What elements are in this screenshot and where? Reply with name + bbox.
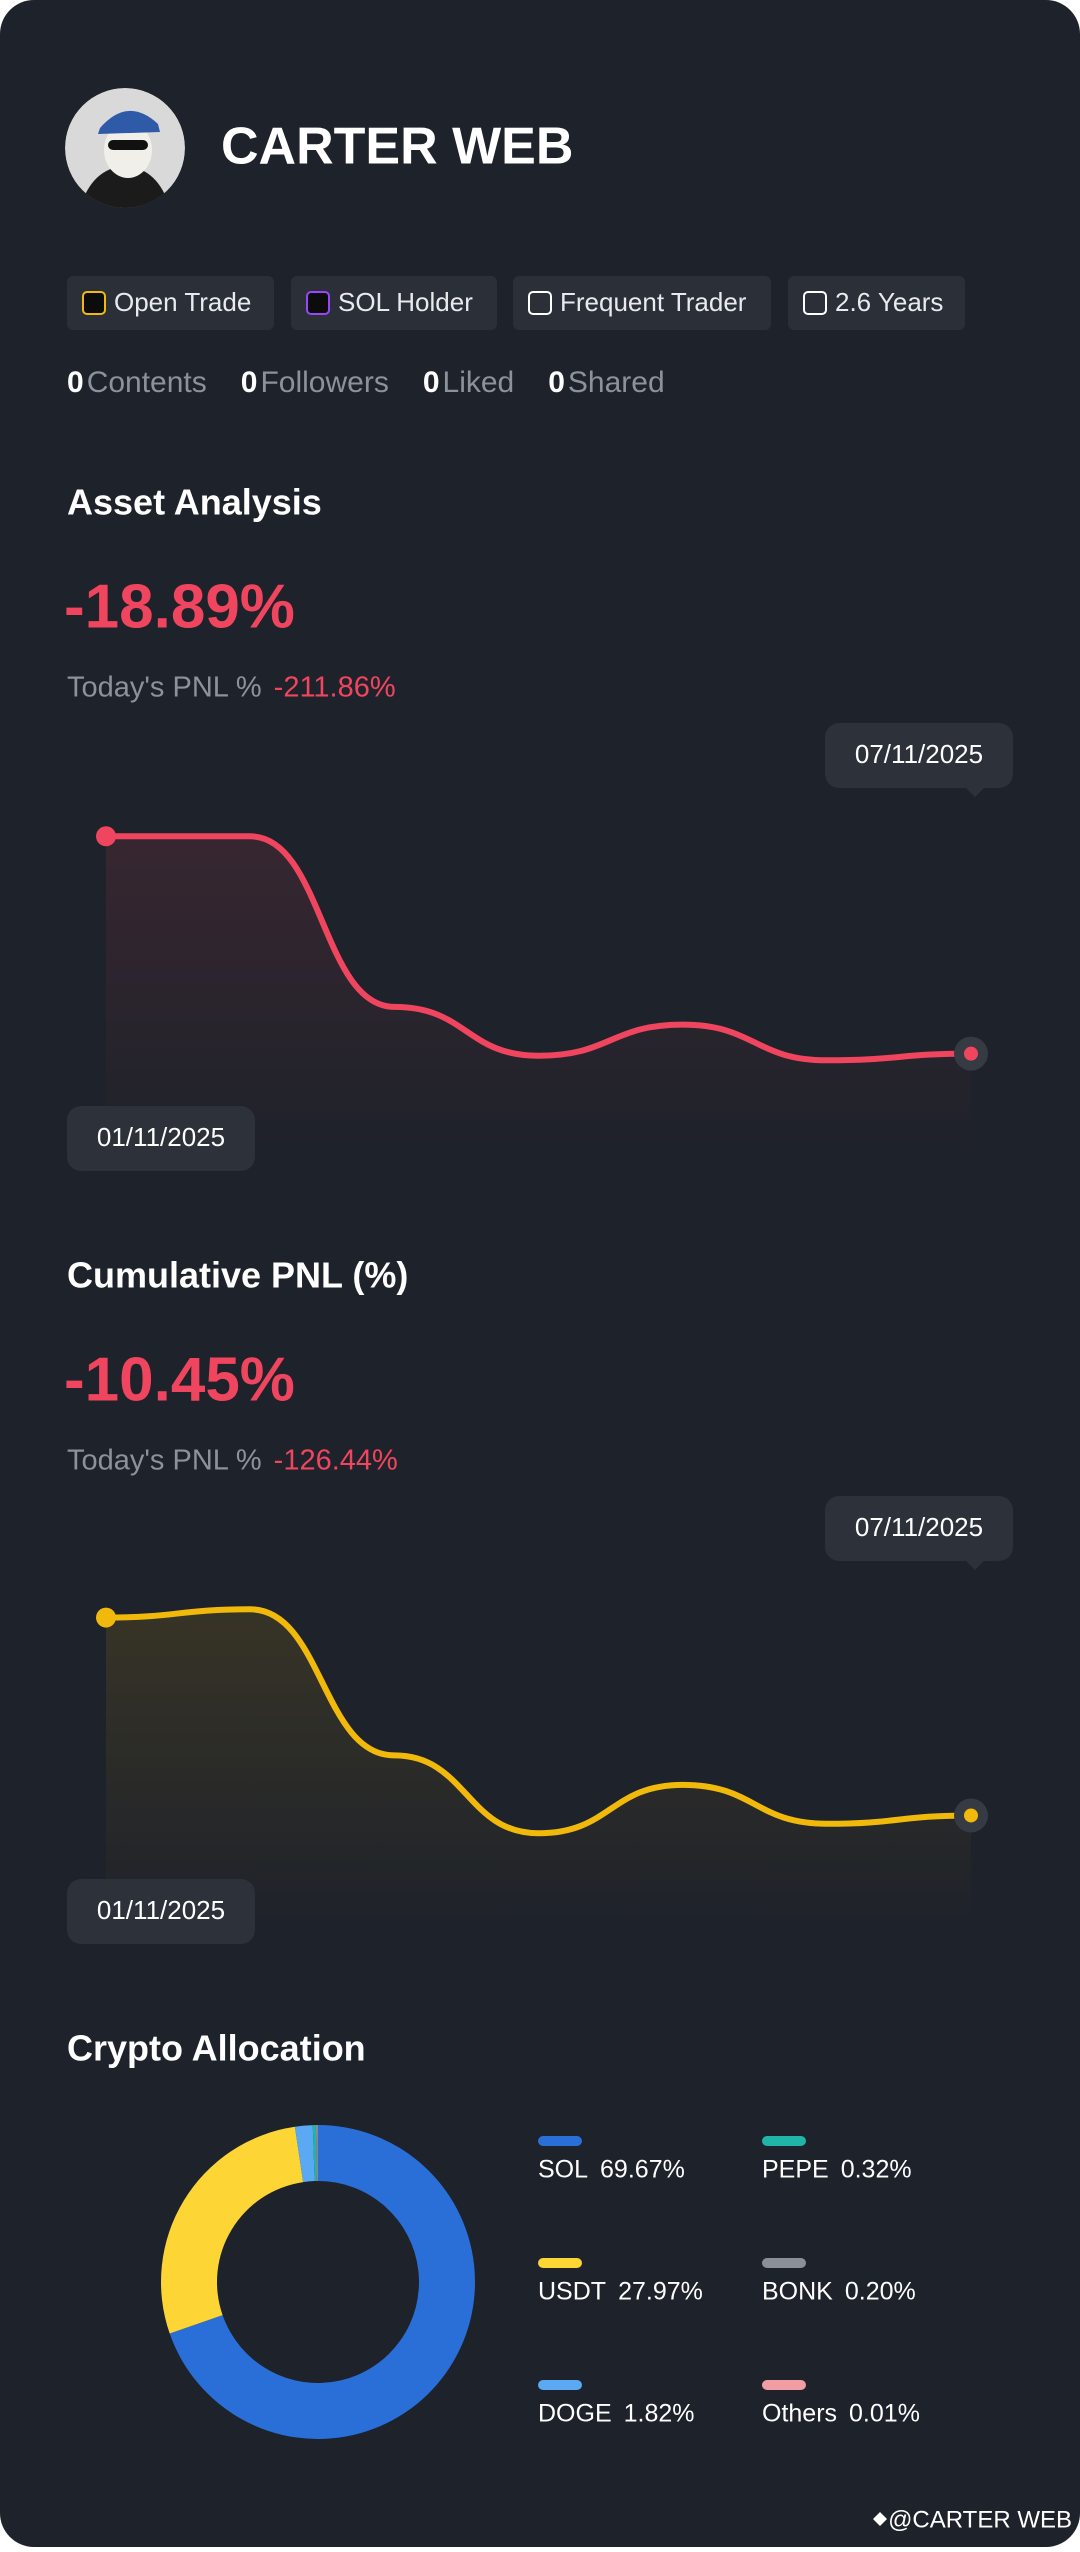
legend-value: 0.32% (841, 2156, 912, 2184)
pnl-label: Today's PNL % (67, 672, 262, 704)
badge-row: Open Trade SOL Holder Frequent Trader 2.6 Y… (67, 276, 965, 330)
date-label: 01/11/2025 (97, 1122, 225, 1152)
end-point (964, 1808, 978, 1822)
legend-name: DOGE (538, 2400, 612, 2428)
legend-value: 27.97% (618, 2278, 703, 2306)
stat-label: Liked (443, 366, 515, 399)
pnl-label: Today's PNL % (67, 1445, 262, 1477)
legend-name: USDT (538, 2278, 606, 2306)
pnl-value: -126.44% (274, 1445, 398, 1477)
badge-label: 2.6 Years (835, 287, 943, 317)
date-label: 07/11/2025 (855, 1512, 983, 1542)
legend-swatch (762, 2258, 806, 2268)
legend-name: Others (762, 2400, 837, 2428)
stat-count: 0 (67, 366, 84, 399)
headline-value: -18.89% (64, 572, 295, 641)
stat-label: Contents (87, 366, 207, 399)
stat-count: 0 (241, 366, 258, 399)
legend-swatch (762, 2136, 806, 2146)
stat-count: 0 (423, 366, 440, 399)
legend-value: 0.01% (849, 2400, 920, 2428)
legend-name: PEPE (762, 2156, 829, 2184)
watermark-text: @CARTER WEB (888, 2506, 1072, 2533)
start-point (96, 1608, 116, 1628)
profile-name: CARTER WEB (221, 118, 573, 176)
end-point (964, 1047, 978, 1061)
badge-label: Frequent Trader (560, 287, 747, 317)
section-title: Asset Analysis (67, 482, 322, 523)
watermark: @CARTER WEB (873, 2506, 1072, 2533)
date-label: 07/11/2025 (855, 739, 983, 769)
date-label: 01/11/2025 (97, 1895, 225, 1925)
stat-label: Shared (568, 366, 665, 399)
badge-label: Open Trade (114, 287, 251, 317)
badge-icon (307, 292, 329, 314)
badge-label: SOL Holder (338, 287, 473, 317)
headline-value: -10.45% (64, 1345, 295, 1414)
stat-label: Followers (260, 366, 388, 399)
legend-name: BONK (762, 2278, 833, 2306)
avatar (65, 88, 185, 208)
section-title: Cumulative PNL (%) (67, 1255, 408, 1296)
badge-icon (83, 292, 105, 314)
legend-value: 0.20% (845, 2278, 916, 2306)
section-title: Crypto Allocation (67, 2028, 366, 2069)
legend-swatch (538, 2258, 582, 2268)
start-point (96, 826, 116, 846)
legend-value: 1.82% (624, 2400, 695, 2428)
legend-swatch (538, 2380, 582, 2390)
legend-value: 69.67% (600, 2156, 685, 2184)
legend-name: SOL (538, 2156, 588, 2184)
legend-swatch (762, 2380, 806, 2390)
legend-swatch (538, 2136, 582, 2146)
pnl-value: -211.86% (274, 672, 396, 704)
stat-count: 0 (548, 366, 565, 399)
